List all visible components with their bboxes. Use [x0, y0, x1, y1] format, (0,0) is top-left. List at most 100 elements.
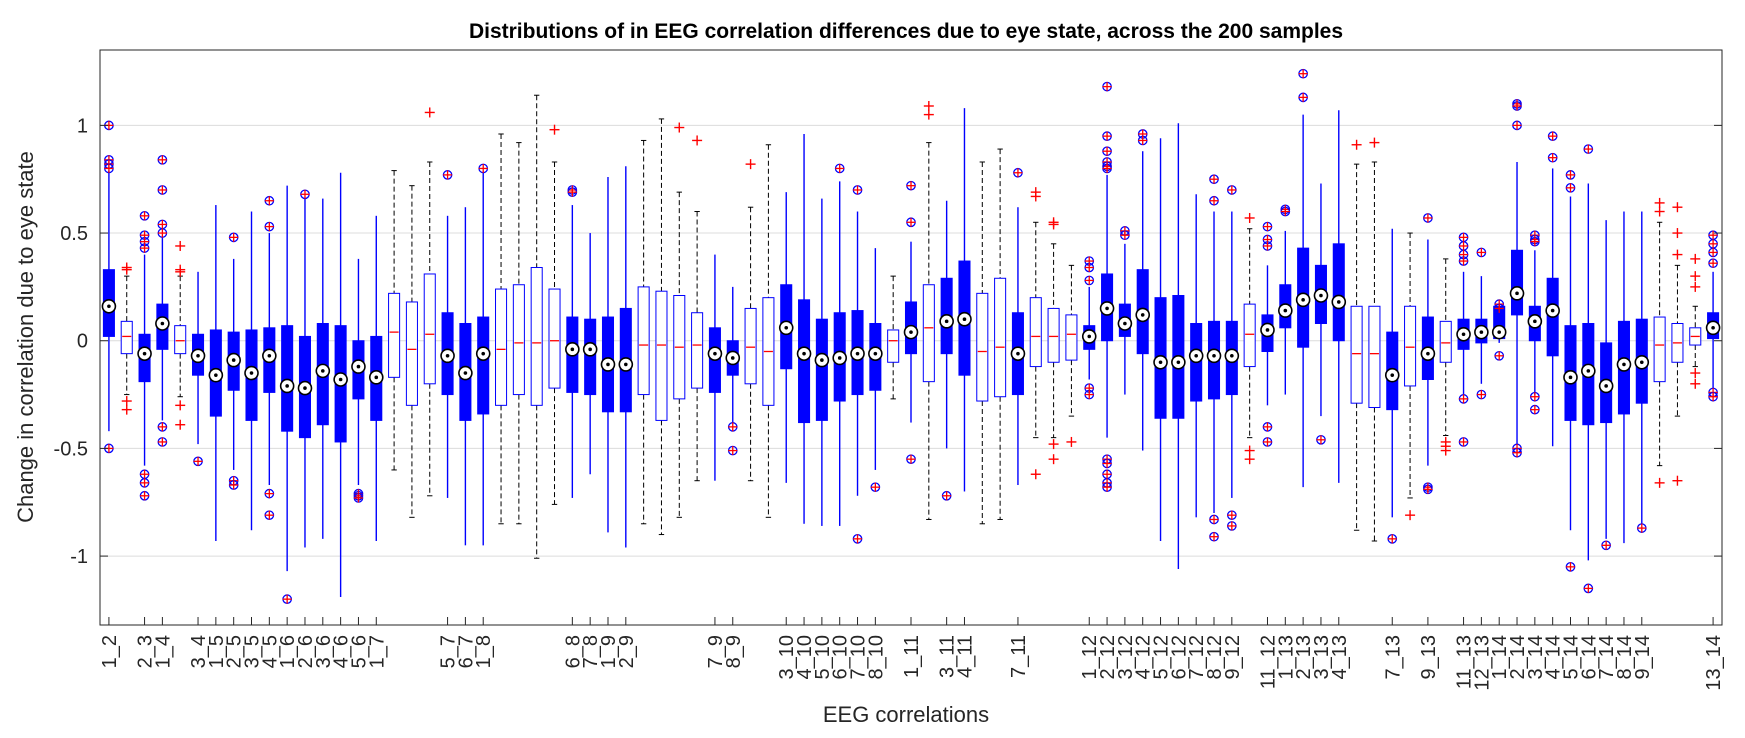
box-27: [565, 185, 580, 498]
box-body: [744, 307, 757, 385]
box-43: [850, 185, 865, 544]
median-dot: [1105, 306, 1109, 311]
median-dot: [142, 351, 147, 356]
x-tick-label: 2_12: [1097, 635, 1119, 680]
box-14: [333, 172, 348, 598]
box-body: [1243, 303, 1256, 368]
x-tick-label: 5_14: [1560, 635, 1582, 680]
x-tick-label: 8_12: [1204, 635, 1226, 680]
box-11: [279, 185, 295, 605]
chart-title: Distributions of in EEG correlation diff…: [469, 20, 1343, 43]
box-23: [495, 133, 508, 525]
box-61: [1171, 123, 1186, 570]
box-body: [495, 288, 508, 406]
box-38: [762, 144, 775, 518]
box-body: [120, 320, 133, 355]
x-tick-label: 6_10: [830, 635, 852, 680]
box-90: [1689, 253, 1702, 389]
box-body: [1065, 314, 1078, 361]
x-tick-label: 8_9: [723, 635, 745, 668]
x-tick-label: 7_8: [580, 635, 602, 668]
median-dot: [338, 377, 343, 382]
x-tick-label: 11_13: [1454, 635, 1476, 689]
median-dot: [303, 386, 307, 390]
box-54: [1047, 217, 1060, 465]
median-dot: [1586, 369, 1591, 373]
median-dot: [285, 384, 289, 388]
median-dot: [356, 364, 361, 369]
median-dot: [214, 373, 218, 377]
box-79: [1491, 299, 1507, 361]
box-89: [1671, 202, 1684, 486]
median-dot: [1212, 354, 1216, 358]
median-dot: [1140, 313, 1145, 317]
median-dot: [606, 362, 610, 367]
box-75: [1420, 213, 1436, 495]
median-dot: [1479, 330, 1484, 334]
box-56: [1081, 256, 1097, 400]
x-tick-label: 5_7: [438, 635, 460, 668]
x-tick-label: 1_13: [1275, 635, 1297, 680]
median-dot: [231, 358, 236, 362]
box-39: [778, 192, 794, 483]
box-7: [208, 205, 224, 542]
box-60: [1153, 138, 1168, 542]
box-body: [887, 329, 900, 363]
median-dot: [855, 351, 860, 356]
median-dot: [1123, 321, 1127, 326]
x-tick-label: 8_10: [865, 635, 887, 680]
x-tick-label: 2_5: [224, 635, 246, 668]
x-tick-label: 12_13: [1471, 635, 1493, 691]
box-52: [1010, 167, 1026, 486]
box-71: [1350, 139, 1363, 531]
median-dot: [1622, 362, 1626, 367]
median-dot: [1319, 293, 1323, 298]
box-65: [1243, 212, 1256, 465]
median-dot: [1568, 375, 1573, 380]
box-50: [976, 161, 989, 525]
x-tick-label: 2_9: [616, 635, 638, 668]
x-tick-label: 2_3: [135, 635, 157, 668]
box-80: [1509, 98, 1525, 458]
box-body: [798, 299, 811, 424]
x-tick-label: 1_14: [1489, 635, 1511, 680]
x-tick-label: 5_6: [348, 635, 370, 668]
box-body: [1332, 243, 1345, 342]
box-body: [405, 301, 418, 406]
x-tick-label: 7_9: [705, 635, 727, 668]
median-dot: [1604, 384, 1608, 388]
box-81: [1527, 230, 1543, 415]
box-body: [174, 325, 187, 355]
x-tick-label: 11_12: [1257, 635, 1279, 689]
median-dot: [1016, 351, 1020, 356]
box-body: [994, 277, 1007, 398]
x-tick-label: 5_10: [812, 635, 834, 680]
median-dot: [1426, 351, 1430, 356]
box-85: [1598, 220, 1614, 551]
box-4: [155, 154, 170, 447]
x-tick-label: 4_10: [794, 635, 816, 680]
median-dot: [1711, 326, 1715, 330]
x-tick-label: 2_13: [1293, 635, 1315, 680]
median-dot: [1087, 334, 1092, 339]
x-tick-label: 3_13: [1311, 635, 1333, 680]
median-dot: [160, 321, 165, 326]
y-tick-label: -0.5: [54, 438, 88, 460]
box-20: [440, 170, 455, 498]
box-17: [388, 170, 401, 471]
median-dot: [713, 351, 717, 356]
median-dot: [463, 371, 468, 375]
median-dot: [820, 358, 824, 362]
box-body: [512, 284, 525, 396]
box-body: [1368, 305, 1381, 408]
median-dot: [784, 326, 789, 330]
box-13: [315, 198, 331, 539]
box-64: [1224, 185, 1240, 531]
median-dot: [1176, 360, 1181, 365]
median-dot: [445, 354, 450, 358]
median-dot: [321, 369, 325, 373]
box-body: [1404, 305, 1417, 387]
median-dot: [267, 354, 272, 358]
box-55: [1065, 264, 1078, 447]
median-dot: [1158, 360, 1163, 365]
